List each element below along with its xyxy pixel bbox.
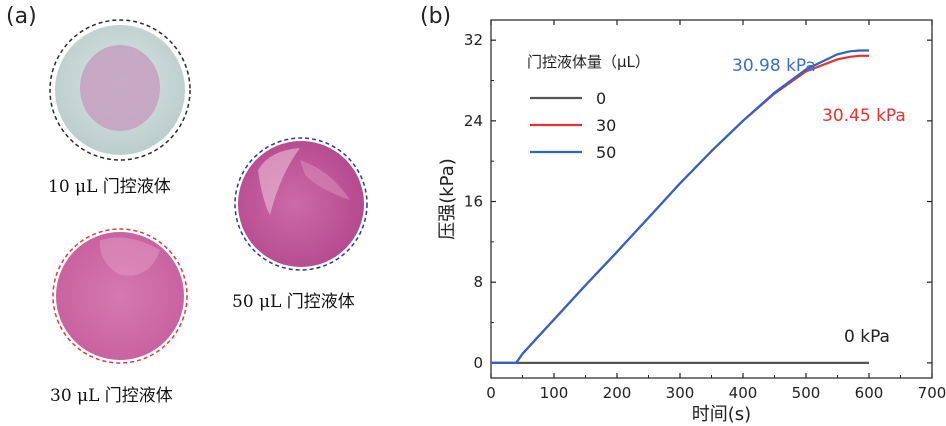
x-axis-title: 时间(s)	[692, 404, 751, 425]
panel-b-label: (b)	[420, 4, 452, 29]
series-line-50ul	[491, 49, 869, 364]
chart-annotations: 30.98 kPa 30.45 kPa 0 kPa	[732, 56, 906, 347]
sample-50ul-caption: 50 μL 门控液体	[232, 292, 355, 312]
sample-30ul-caption: 30 μL 门控液体	[50, 386, 173, 406]
annotation-label: 0 kPa	[844, 327, 890, 347]
x-tick-label: 200	[603, 384, 632, 402]
y-axis-title: 压强(kPa)	[437, 158, 458, 240]
annotation-label: 30.98 kPa	[732, 56, 816, 76]
legend-title: 门控液体量（μL）	[527, 53, 650, 71]
sample-30ul-ring	[52, 228, 188, 364]
sample-photos	[49, 19, 368, 364]
y-tick-label: 16	[464, 193, 483, 211]
plot-frame	[490, 19, 933, 379]
legend-label-50ul: 50	[596, 143, 616, 162]
x-tick-label: 600	[855, 384, 884, 402]
sample-10ul-caption: 10 μL 门控液体	[48, 177, 171, 197]
x-tick-label: 500	[792, 384, 821, 402]
legend-label-30ul: 30	[596, 116, 616, 135]
sample-50ul-ring	[234, 137, 368, 271]
x-tick-label: 700	[918, 384, 946, 402]
sample-10ul-photo	[49, 19, 191, 161]
chart-axes: 0 100 200 300 400 500 600 70008162432时间(s)压强(kP…	[437, 19, 946, 425]
chart-series	[491, 49, 869, 364]
sample-10ul-ring	[49, 19, 191, 161]
y-tick-label: 32	[464, 31, 483, 49]
panel-a-label: (a)	[6, 4, 37, 29]
sample-50ul-photo	[234, 137, 368, 271]
series-line-30ul	[491, 54, 869, 364]
y-tick-label: 24	[464, 112, 483, 130]
x-tick-label: 100	[540, 384, 569, 402]
y-tick-label: 0	[473, 354, 483, 372]
annotation-label: 30.45 kPa	[822, 106, 906, 126]
y-tick-label: 8	[473, 273, 483, 291]
chart-legend: 门控液体量（μL） 0 30 50	[527, 53, 650, 162]
x-tick-label: 400	[729, 384, 758, 402]
x-tick-label: 0	[486, 384, 496, 402]
sample-30ul-photo	[52, 228, 188, 364]
legend-label-0ul: 0	[596, 89, 606, 108]
x-tick-label: 300	[666, 384, 695, 402]
